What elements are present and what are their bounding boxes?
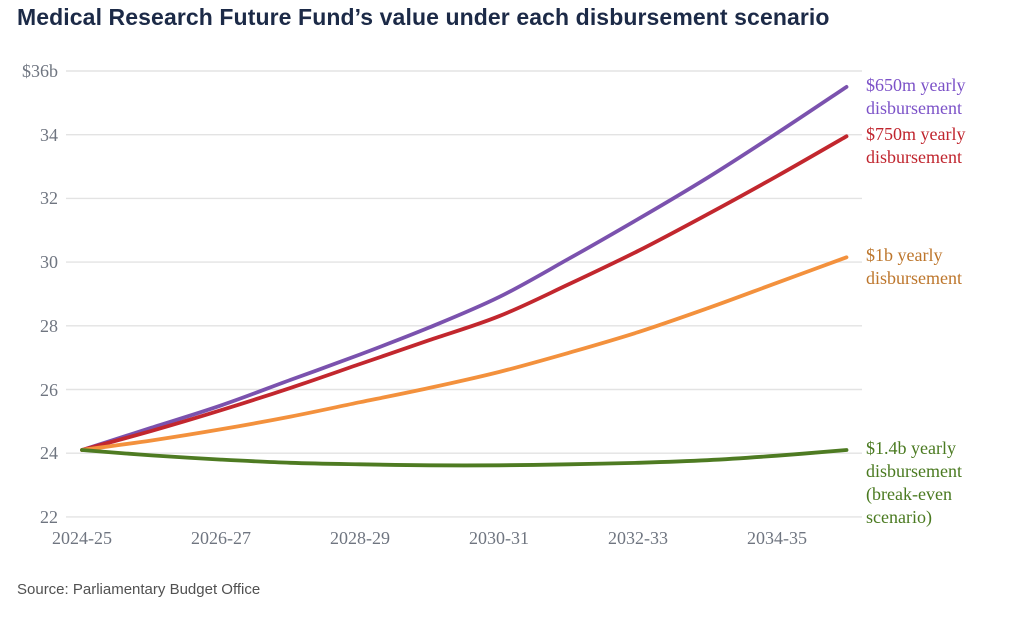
series-label-0: $650m yearly disbursement [866, 74, 1006, 120]
x-tick-2028-29: 2028-29 [330, 528, 390, 548]
y-tick-24: 24 [40, 443, 58, 463]
series-label-line: disbursement [866, 461, 962, 481]
y-tick-22: 22 [40, 507, 58, 527]
x-tick-2030-31: 2030-31 [469, 528, 529, 548]
x-tick-2032-33: 2032-33 [608, 528, 668, 548]
line-series-1 [80, 134, 849, 452]
x-tick-2026-27: 2026-27 [191, 528, 251, 548]
series-label-line: $750m yearly [866, 124, 966, 144]
chart-title: Medical Research Future Fund’s value und… [17, 4, 830, 30]
series-label-1: $750m yearly disbursement [866, 123, 1006, 169]
x-tick-2024-25: 2024-25 [52, 528, 112, 548]
series-label-line: $1.4b yearly [866, 438, 956, 458]
source-note: Source: Parliamentary Budget Office [17, 581, 261, 598]
series-label-line: (break-even [866, 484, 952, 504]
x-tick-2034-35: 2034-35 [747, 528, 807, 548]
y-tick-26: 26 [40, 380, 58, 400]
y-tick-28: 28 [40, 316, 58, 336]
series-label-line: disbursement [866, 147, 962, 167]
line-series-0 [80, 85, 849, 452]
line-series-3 [80, 448, 849, 468]
y-tick-$36b: $36b [22, 61, 58, 81]
series-label-2: $1b yearly disbursement [866, 244, 1006, 290]
y-tick-32: 32 [40, 188, 58, 208]
line-series-2 [80, 255, 849, 452]
series-label-line: disbursement [866, 268, 962, 288]
series-label-line: $1b yearly [866, 245, 943, 265]
y-tick-30: 30 [40, 252, 58, 272]
series-label-line: scenario) [866, 507, 932, 527]
series-label-line: $650m yearly [866, 75, 966, 95]
series-label-line: disbursement [866, 98, 962, 118]
series-label-3: $1.4b yearly disbursement (break-even scena… [866, 437, 1006, 529]
y-tick-34: 34 [40, 125, 58, 145]
